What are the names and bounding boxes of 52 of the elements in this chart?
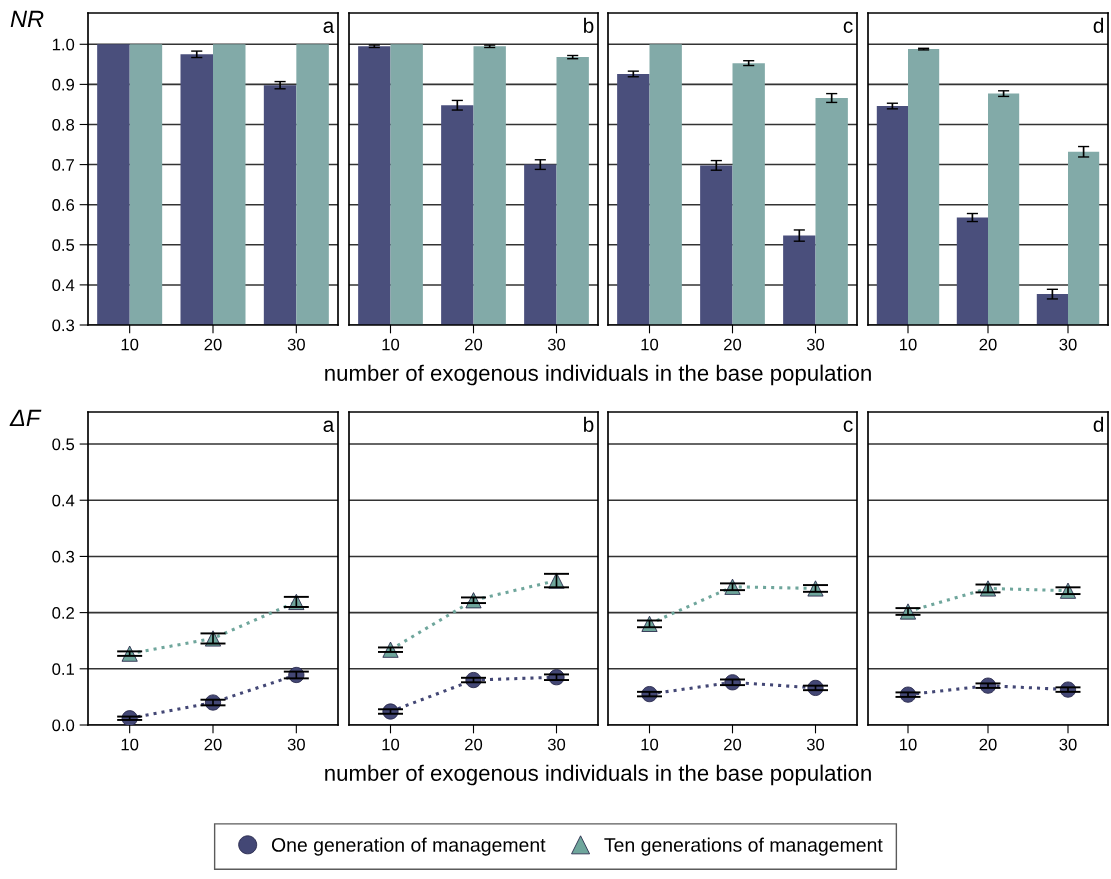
x-tick-label: 10	[641, 338, 659, 351]
x-tick-label: 20	[724, 338, 742, 351]
x-tick-label: 30	[287, 738, 305, 751]
x-tick-label: 10	[641, 738, 659, 751]
x-tick-label: 30	[1059, 738, 1077, 751]
annotation: b	[584, 17, 594, 33]
x-tick-label: 30	[806, 338, 825, 351]
y-tick-label: 0.4	[52, 279, 75, 292]
legend-label: One generation of management	[271, 837, 546, 856]
x-tick-label: 10	[382, 738, 400, 751]
annotation: d	[1093, 17, 1104, 33]
y-tick-label: 0.5	[52, 239, 75, 251]
x-tick-label: 10	[121, 738, 139, 751]
x-tick-label: 10	[900, 338, 917, 351]
y-tick-label: 0.9	[52, 78, 75, 91]
annotation: c	[843, 21, 853, 33]
x-tick-label: 20	[465, 738, 483, 751]
y-tick-label: 0.3	[52, 550, 75, 563]
legend-label: Ten generations of management	[604, 837, 883, 856]
y-tick-label: 0.2	[52, 607, 74, 619]
x-tick-label: 30	[287, 338, 305, 351]
y-tick-label: 1.0	[52, 38, 75, 51]
y-tick-label: 0.3	[52, 319, 75, 332]
y-axis-title: ΔF	[9, 409, 42, 427]
annotation: b	[584, 416, 594, 432]
y-tick-label: 0.7	[52, 158, 74, 171]
annotation: a	[323, 21, 335, 33]
x-tick-label: 20	[204, 738, 222, 751]
y-tick-label: 0.1	[52, 663, 74, 676]
x-tick-label: 20	[465, 338, 483, 351]
y-tick-label: 0.8	[52, 118, 75, 131]
x-tick-label: 30	[547, 338, 566, 351]
x-tick-label: 20	[979, 338, 997, 351]
y-tick-label: 0.4	[52, 494, 75, 507]
x-axis-title: number of exogenous individuals in the base population	[325, 364, 871, 386]
x-tick-label: 30	[806, 738, 825, 751]
x-tick-label: 30	[1059, 338, 1077, 351]
x-tick-label: 20	[204, 338, 222, 351]
y-tick-label: 0.5	[52, 438, 75, 451]
x-tick-label: 10	[121, 338, 139, 351]
x-tick-label: 10	[382, 338, 400, 351]
x-axis-title: number of exogenous individuals in the base population	[325, 764, 871, 786]
y-tick-label: 0.6	[52, 199, 75, 211]
annotation: c	[843, 420, 853, 432]
y-axis-title: NR	[10, 10, 44, 28]
annotation: a	[323, 420, 335, 432]
x-tick-label: 20	[724, 738, 742, 751]
x-tick-label: 30	[547, 738, 566, 751]
y-tick-label: 0.0	[52, 719, 75, 732]
annotation: d	[1093, 416, 1104, 432]
x-tick-label: 10	[900, 738, 917, 751]
x-tick-label: 20	[979, 738, 997, 751]
